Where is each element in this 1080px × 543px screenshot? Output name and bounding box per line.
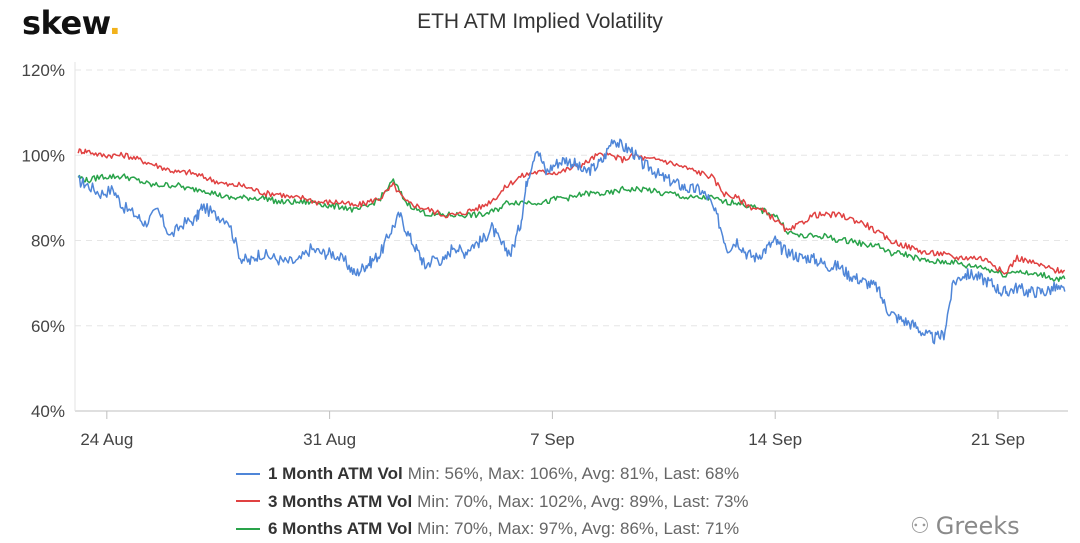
series-line-6m <box>77 173 1066 283</box>
x-tick-label: 7 Sep <box>530 430 574 449</box>
legend-swatch-3m <box>236 500 260 503</box>
legend-series-name: 6 Months ATM Vol <box>268 519 413 538</box>
legend-swatch-6m <box>236 527 260 530</box>
legend-item-6m[interactable]: 6 Months ATM Vol Min: 70%, Max: 97%, Avg… <box>236 515 749 543</box>
x-tick-label: 31 Aug <box>303 430 356 449</box>
series-line-3m <box>77 148 1066 275</box>
legend-series-name: 1 Month ATM Vol <box>268 464 403 483</box>
legend-series-stats: Min: 70%, Max: 102%, Avg: 89%, Last: 73% <box>417 491 749 511</box>
legend-swatch-1m <box>236 472 260 475</box>
y-tick-label: 60% <box>31 317 65 336</box>
legend-series-name: 3 Months ATM Vol <box>268 491 413 511</box>
legend-item-1m[interactable]: 1 Month ATM Vol Min: 56%, Max: 106%, Avg… <box>236 460 749 488</box>
y-tick-label: 80% <box>31 232 65 251</box>
legend-item-3m[interactable]: 3 Months ATM Vol Min: 70%, Max: 102%, Av… <box>236 488 749 516</box>
watermark-text: Greeks <box>935 512 1020 540</box>
series-line-1m <box>78 138 1066 345</box>
chart-legend: 1 Month ATM Vol Min: 56%, Max: 106%, Avg… <box>236 460 749 543</box>
chart-plot: 40% 60% 80% 100% 120% 24 Aug 31 Aug 7 Sep 14 Sep… <box>22 61 1068 449</box>
y-tick-label: 120% <box>22 61 65 80</box>
y-tick-label: 40% <box>31 402 65 421</box>
y-tick-label: 100% <box>22 146 65 165</box>
skew-logo: skew. <box>22 4 121 42</box>
x-tick-label: 24 Aug <box>80 430 133 449</box>
chart-title: ETH ATM Implied Volatility <box>417 10 663 33</box>
watermark: ⚇ Greeks <box>910 512 1020 540</box>
legend-series-stats: Min: 56%, Max: 106%, Avg: 81%, Last: 68% <box>407 464 740 483</box>
legend-series-stats: Min: 70%, Max: 97%, Avg: 86%, Last: 71% <box>417 519 740 538</box>
x-tick-label: 21 Sep <box>971 430 1025 449</box>
wechat-icon: ⚇ <box>910 513 930 539</box>
x-tick-label: 14 Sep <box>748 430 802 449</box>
